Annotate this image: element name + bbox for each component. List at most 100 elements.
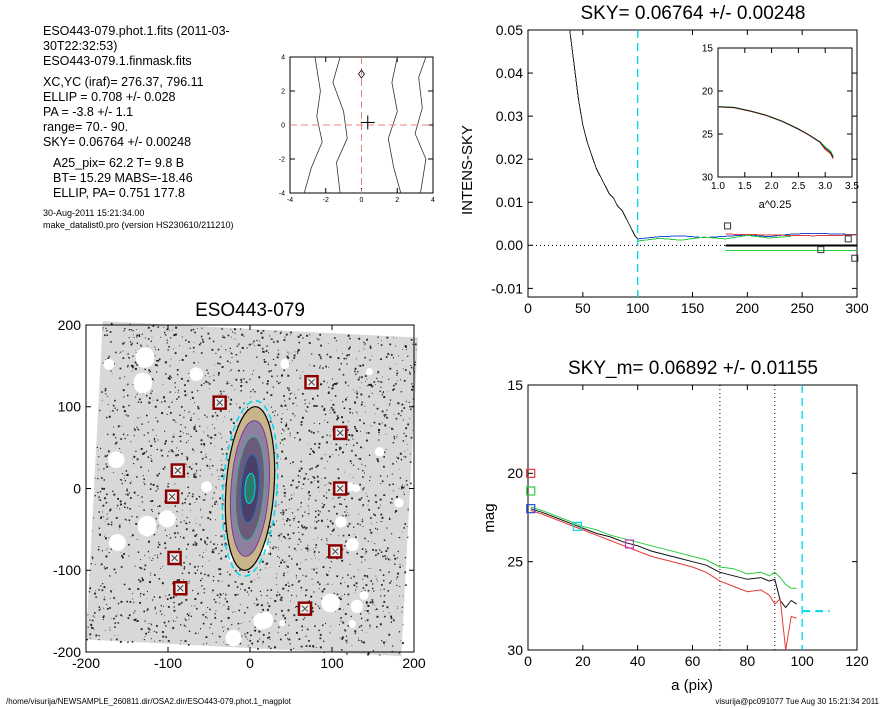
contour-ytick-label: 0 (281, 122, 285, 129)
galaxy-ytick-label: -100 (53, 562, 81, 578)
galaxy-xtick-label: 0 (246, 655, 254, 671)
mag-xtick-label: 80 (740, 653, 756, 669)
footer-path: /home/visurija/NEWSAMPLE_260811.dir/OSA2… (6, 697, 291, 706)
galaxy-ytick-label: 0 (73, 480, 81, 496)
sky-xtick-label: 250 (790, 300, 814, 316)
footer-user-time: visurija@pc091077 Tue Aug 30 15:21:34 20… (715, 697, 879, 706)
masked-star-mark (301, 605, 309, 613)
sky-ytick-label: 0.04 (496, 65, 523, 81)
sky-profile-panel: 0 50 100 150 200 250 300 -0.01 0.00 0.01 0.02 0.03 0… (491, 22, 869, 316)
inset-curve-black (717, 106, 834, 158)
contour-diamond-marker (358, 69, 365, 79)
sky-ytick-label: 0.03 (496, 108, 523, 124)
mag-square-blue (526, 504, 536, 514)
masked-star-mark (308, 378, 315, 386)
mag-xtick-label: 100 (790, 653, 814, 669)
sky-ytick-label: 0.02 (496, 151, 523, 167)
mag-square-magenta (624, 539, 635, 549)
contour-xtick-label: 4 (431, 197, 435, 204)
info-fits-file: ESO443-079.phot.1.fits (2011-03-30T22:32… (43, 24, 230, 53)
mag-xtick-label: 120 (845, 653, 869, 669)
galaxy-xtick-label: -100 (154, 655, 182, 671)
sky-xtick-label: 150 (681, 300, 705, 316)
mag-xlabel: a (pix) (671, 677, 713, 694)
info-ellip-pa: ELLIP, PA= 0.751 177.8 (53, 186, 185, 200)
mag-profile-title: SKY_m= 0.06892 +/- 0.01155 (568, 358, 818, 379)
contour-xtick-label: 0 (360, 197, 364, 204)
inset-xlabel: a^0.25 (759, 199, 792, 211)
info-panel: ESO443-079.phot.1.fits (2011-03-30T22:32… (43, 24, 283, 231)
contour-ytick-label: 2 (281, 88, 285, 95)
mag-ytick-label: 15 (507, 377, 523, 393)
inset-ytick-label: 30 (702, 173, 714, 184)
sky-series-black (569, 29, 639, 240)
info-center: XC,YC (iraf)= 276.37, 796.11 (43, 75, 204, 89)
magnitude-profile-panel: 0 20 40 60 80 100 120 15 20 25 30 (507, 377, 868, 669)
galaxy-xtick-label: 100 (320, 655, 344, 671)
contour-panel: -4 -2 0 2 4 -4 -2 0 2 4 (279, 54, 435, 204)
mag-ytick-label: 20 (507, 465, 523, 481)
galaxy-image-panel: -200 -100 0 100 200 -200 -100 0 100 200 (53, 317, 426, 671)
masked-star-mark (168, 493, 176, 501)
inset-frame (717, 47, 853, 178)
masked-star-mark (174, 467, 182, 474)
mag-xtick-label: 60 (685, 653, 701, 669)
inset-xtick-label: 2.5 (791, 181, 805, 192)
info-range: range= 70.- 90. (43, 120, 129, 134)
mag-xtick-label: 0 (524, 653, 532, 669)
galaxy-ytick-label: 100 (58, 399, 82, 415)
mag-square-cyan (572, 521, 582, 531)
sky-xtick-label: 300 (845, 300, 869, 316)
info-ellip: ELLIP = 0.708 +/- 0.028 (43, 90, 176, 104)
contour-ytick-label: 4 (281, 54, 285, 61)
sky-xtick-label: 0 (524, 300, 532, 316)
masked-star-mark (216, 399, 224, 407)
masked-star-mark (171, 554, 178, 562)
info-bt: BT= 15.29 MABS=-18.46 (53, 171, 193, 185)
mag-ytick-label: 30 (507, 642, 523, 658)
mag-series-red (530, 509, 797, 651)
inset-xtick-label: 1.5 (738, 181, 752, 192)
inset-xtick-label: 3.0 (818, 181, 832, 192)
info-date: 30-Aug-2011 15:21:34.00 (43, 208, 145, 218)
galaxy-xtick-label: -200 (72, 655, 100, 671)
mag-series-green (530, 506, 797, 589)
sky-ytick-label: 0.01 (496, 194, 523, 210)
info-sky: SKY= 0.06764 +/- 0.00248 (43, 135, 192, 149)
mag-square-green (526, 486, 536, 496)
mag-xtick-label: 40 (630, 653, 646, 669)
info-a25: A25_pix= 62.2 T= 9.8 B (53, 156, 185, 170)
sky-ytick-label: 0.05 (496, 22, 523, 38)
masked-star-mark (336, 429, 344, 437)
galaxy-ytick-label: -200 (53, 644, 81, 660)
sky-profile-title: SKY= 0.06764 +/- 0.00248 (580, 3, 805, 24)
mag-ylabel: mag (481, 503, 498, 532)
inset-xtick-label: 2.0 (765, 181, 779, 192)
sky-ytick-label: -0.01 (491, 280, 523, 296)
sky-marker (724, 222, 732, 230)
sky-xtick-label: 200 (736, 300, 760, 316)
inset-ytick-label: 25 (702, 130, 714, 141)
masked-star-mark (331, 548, 339, 555)
sky-ylabel: INTENS-SKY (459, 125, 476, 215)
contour-xtick-label: -2 (323, 197, 329, 204)
sky-xtick-label: 50 (575, 300, 591, 316)
galaxy-outer-ellipse (221, 399, 279, 578)
sky-xtick-label: 100 (626, 300, 650, 316)
sky-series-green (637, 234, 792, 242)
sky-marker (844, 235, 852, 243)
sky-series-blue (637, 232, 858, 240)
inset-xtick-label: 3.5 (845, 181, 859, 192)
galaxy-title: ESO443-079 (195, 300, 305, 321)
info-mask-file: ESO443-079.1.finmask.fits (43, 54, 192, 68)
mag-xtick-label: 20 (575, 653, 591, 669)
masked-star-mark (176, 584, 184, 592)
contour-ytick-label: -4 (279, 190, 285, 197)
contour-line-3 (414, 56, 427, 194)
mag-square-red (526, 468, 536, 478)
inset-xtick-label: 1.0 (711, 181, 725, 192)
galaxy-ytick-label: 200 (58, 317, 82, 333)
inset-ytick-label: 20 (702, 87, 714, 98)
sky-ytick-label: 0.00 (496, 237, 523, 253)
